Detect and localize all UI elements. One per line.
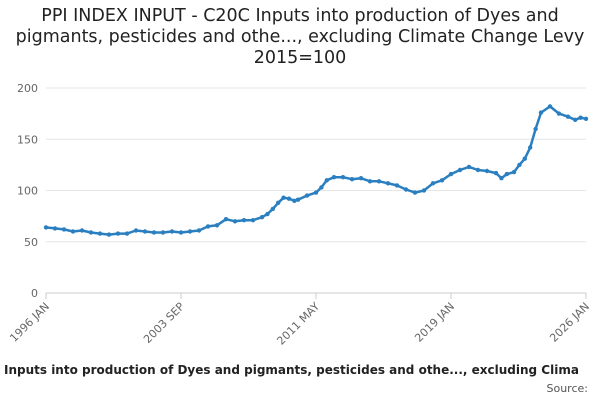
x-tick-label: 1996 JAN [7,300,52,345]
data-point[interactable] [533,126,538,132]
data-point[interactable] [457,167,463,173]
data-point[interactable] [265,211,270,217]
data-point[interactable] [223,217,229,222]
data-point[interactable] [475,167,481,173]
data-point[interactable] [281,195,286,200]
data-point[interactable] [349,177,355,182]
data-point[interactable] [493,170,499,176]
data-point[interactable] [232,219,238,224]
x-tick-label: 2019 JAN [412,300,457,345]
data-point[interactable] [324,178,329,183]
series-group [43,104,589,237]
x-tick-label: 2011 MAY [274,300,322,348]
data-point[interactable] [304,193,310,198]
data-point[interactable] [484,168,490,174]
y-tick-label: 200 [17,82,38,95]
data-point[interactable] [313,190,319,195]
x-tick-label: 2003 SEP [141,300,187,346]
data-point[interactable] [241,218,247,223]
data-point[interactable] [504,171,509,177]
data-point[interactable] [403,187,409,192]
data-point[interactable] [547,104,553,109]
data-point[interactable] [517,162,522,168]
data-point[interactable] [169,229,175,234]
data-point[interactable] [259,215,265,220]
y-axis: 0 50 100 150 200 [17,82,38,300]
source-label: Source: [546,382,589,395]
data-point[interactable] [292,198,297,203]
data-point[interactable] [52,226,58,231]
data-point[interactable] [106,232,112,237]
data-point[interactable] [250,218,256,223]
data-point[interactable] [276,200,281,205]
data-point[interactable] [358,176,364,181]
data-point[interactable] [421,188,427,193]
y-tick-label: 50 [24,236,38,249]
data-point[interactable] [466,164,472,170]
data-point[interactable] [205,224,211,229]
x-tick-label: 2026 JAN [547,300,592,345]
data-point[interactable] [97,231,103,236]
data-point[interactable] [385,181,391,186]
data-point[interactable] [178,230,184,235]
data-point[interactable] [43,225,49,230]
data-point[interactable] [142,229,148,234]
x-axis: 1996 JAN 2003 SEP 2011 MAY 2019 JAN 2026 JAN [7,293,592,348]
data-point[interactable] [376,179,382,184]
data-point[interactable] [124,231,130,236]
data-point[interactable] [79,228,85,233]
data-point[interactable] [340,175,346,180]
data-point[interactable] [538,110,544,115]
data-point[interactable] [448,171,454,177]
data-point[interactable] [187,229,193,234]
data-point[interactable] [499,176,504,181]
data-point[interactable] [115,231,121,236]
data-point[interactable] [565,114,571,119]
data-point[interactable] [367,179,373,184]
data-point[interactable] [394,183,400,188]
data-point[interactable] [196,228,202,233]
y-tick-label: 100 [17,185,38,198]
grid-lines [46,87,586,243]
data-point[interactable] [556,111,562,116]
chart-title: PPI INDEX INPUT - C20C Inputs into produ… [15,6,585,68]
data-point[interactable] [578,115,583,120]
data-point[interactable] [430,181,436,186]
data-point[interactable] [319,185,324,190]
data-point[interactable] [61,227,67,232]
y-tick-label: 0 [31,287,38,300]
y-tick-label: 150 [17,133,38,146]
data-point[interactable] [270,206,275,212]
data-point[interactable] [511,169,517,175]
data-point[interactable] [331,175,337,180]
data-point[interactable] [214,223,220,228]
data-point[interactable] [528,145,533,150]
data-point[interactable] [88,230,94,235]
data-point[interactable] [160,230,166,235]
data-point[interactable] [151,230,157,235]
data-point[interactable] [583,116,589,122]
data-point[interactable] [133,228,139,233]
data-point[interactable] [522,156,527,161]
data-point[interactable] [412,190,418,195]
series-line [45,105,587,236]
data-point[interactable] [286,196,292,201]
legend-label: Inputs into production of Dyes and pigma… [4,363,579,377]
data-point[interactable] [439,178,445,183]
data-point[interactable] [573,117,578,123]
data-point[interactable] [295,197,301,202]
data-point[interactable] [70,229,76,234]
